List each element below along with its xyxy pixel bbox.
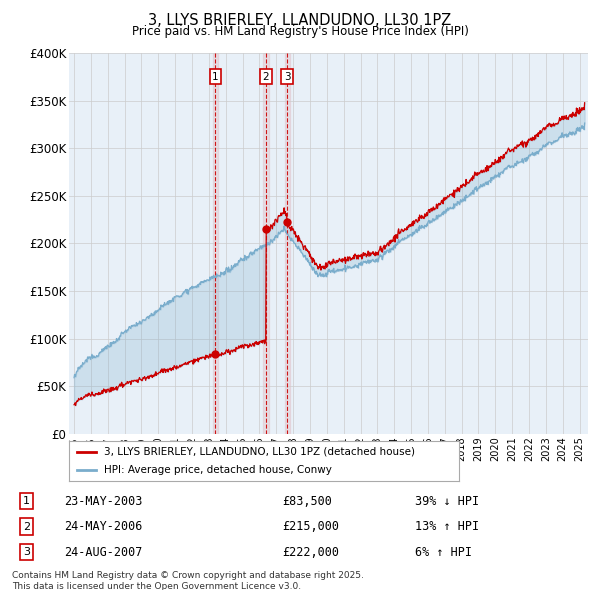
Bar bbox=[263, 53, 269, 434]
Text: 1: 1 bbox=[23, 496, 30, 506]
Bar bbox=[213, 53, 218, 434]
Text: 23-MAY-2003: 23-MAY-2003 bbox=[64, 494, 142, 507]
Text: 24-MAY-2006: 24-MAY-2006 bbox=[64, 520, 142, 533]
Text: Price paid vs. HM Land Registry's House Price Index (HPI): Price paid vs. HM Land Registry's House … bbox=[131, 25, 469, 38]
Text: £215,000: £215,000 bbox=[283, 520, 340, 533]
Text: 3: 3 bbox=[23, 547, 30, 557]
Text: 3, LLYS BRIERLEY, LLANDUDNO, LL30 1PZ (detached house): 3, LLYS BRIERLEY, LLANDUDNO, LL30 1PZ (d… bbox=[104, 447, 415, 457]
Text: 2: 2 bbox=[263, 72, 269, 82]
Text: £83,500: £83,500 bbox=[283, 494, 332, 507]
Text: Contains HM Land Registry data © Crown copyright and database right 2025.
This d: Contains HM Land Registry data © Crown c… bbox=[12, 571, 364, 590]
Text: £222,000: £222,000 bbox=[283, 546, 340, 559]
Text: 39% ↓ HPI: 39% ↓ HPI bbox=[415, 494, 479, 507]
Text: 1: 1 bbox=[212, 72, 219, 82]
Text: 24-AUG-2007: 24-AUG-2007 bbox=[64, 546, 142, 559]
Text: HPI: Average price, detached house, Conwy: HPI: Average price, detached house, Conw… bbox=[104, 465, 332, 475]
Text: 3: 3 bbox=[284, 72, 290, 82]
Text: 3, LLYS BRIERLEY, LLANDUDNO, LL30 1PZ: 3, LLYS BRIERLEY, LLANDUDNO, LL30 1PZ bbox=[148, 13, 452, 28]
Text: 6% ↑ HPI: 6% ↑ HPI bbox=[415, 546, 472, 559]
Text: 2: 2 bbox=[23, 522, 30, 532]
Text: 13% ↑ HPI: 13% ↑ HPI bbox=[415, 520, 479, 533]
Bar bbox=[284, 53, 290, 434]
